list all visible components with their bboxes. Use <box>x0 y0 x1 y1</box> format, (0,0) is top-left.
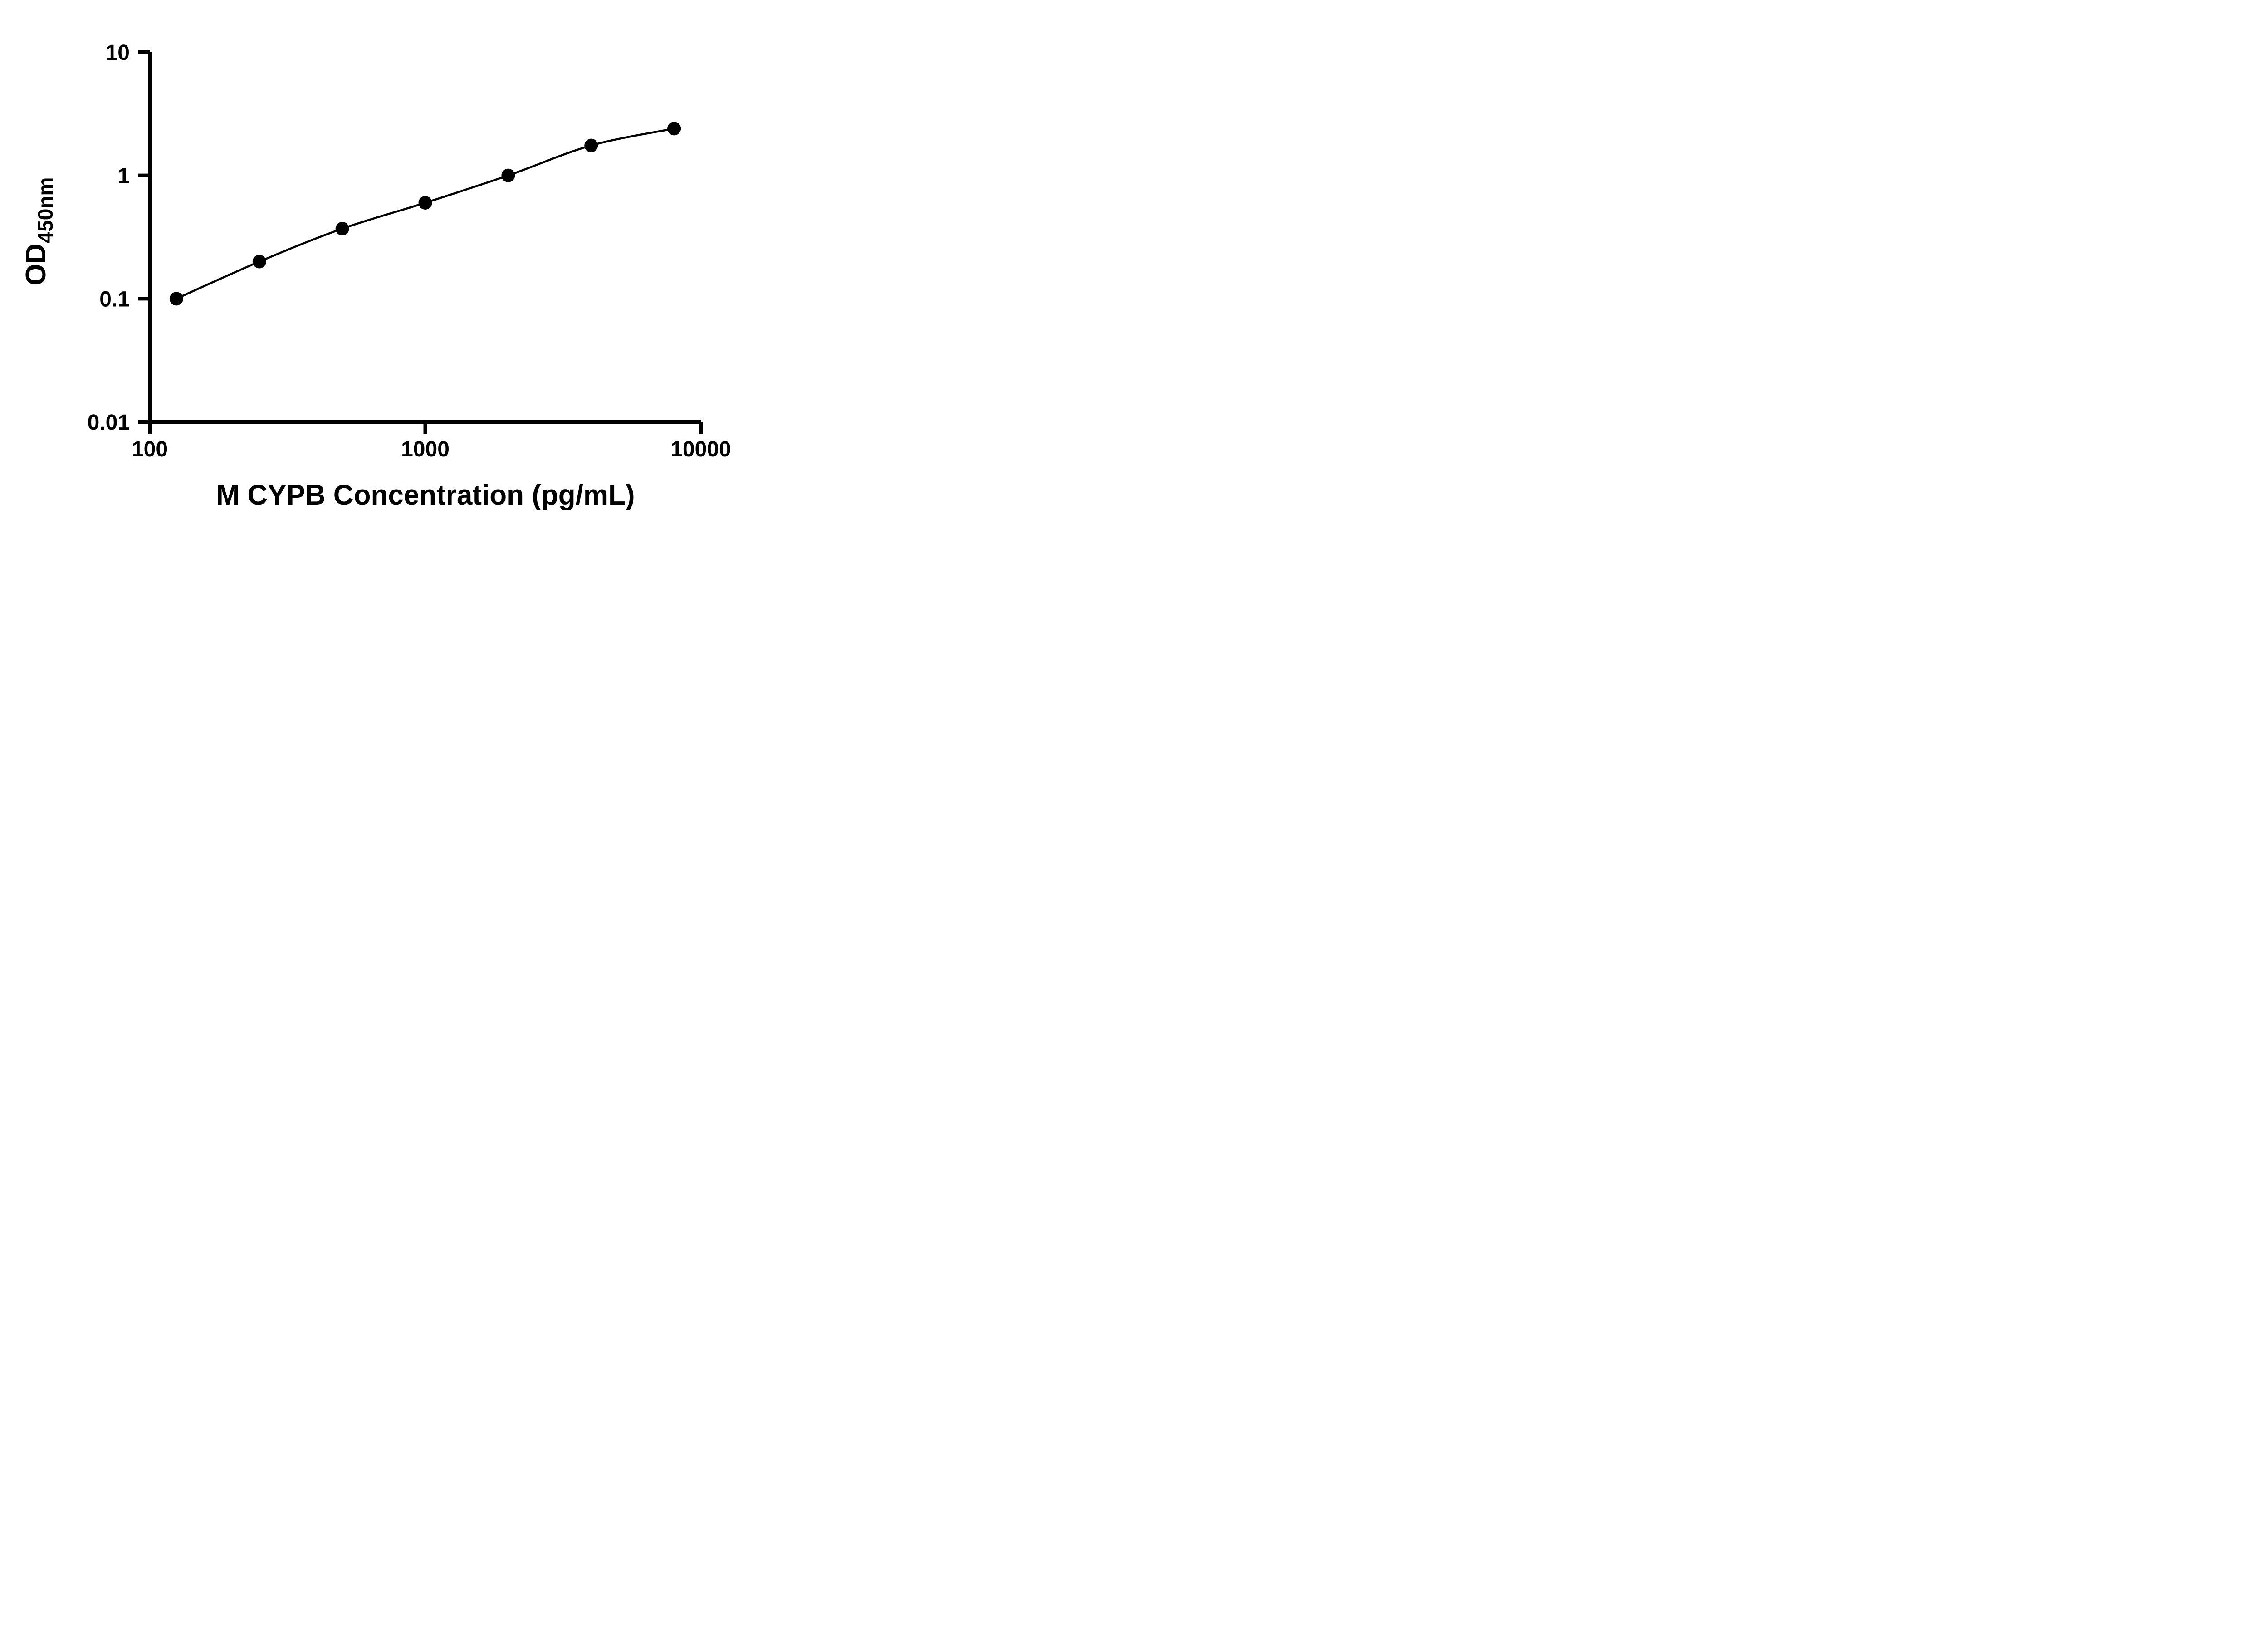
y-axis-tick-label: 1 <box>117 164 130 188</box>
x-axis-tick-label: 10000 <box>670 437 731 461</box>
y-axis-tick-label: 0.1 <box>99 287 130 311</box>
data-point-marker <box>667 122 681 136</box>
axis-spines <box>148 52 701 424</box>
data-point-marker <box>335 221 349 235</box>
data-point-marker <box>584 138 598 152</box>
y-axis-title-subscript: 450nm <box>34 177 57 244</box>
elisa-standard-curve-figure: 100 1000 10000 0.01 0.1 1 10 M CYPB Concentrat… <box>0 0 776 543</box>
x-axis-title: M CYPB Concentration (pg/mL) <box>216 480 635 511</box>
data-point-marker <box>252 255 266 269</box>
standard-curve-line <box>176 127 675 300</box>
data-point-marker <box>169 292 183 306</box>
data-point-marker <box>418 196 432 210</box>
y-axis-tick-label: 0.01 <box>88 411 130 435</box>
y-axis-title: OD450nm <box>20 177 57 286</box>
axes-layer: 100 1000 10000 0.01 0.1 1 10 <box>88 41 731 461</box>
y-axis-tick-label: 10 <box>106 41 130 65</box>
x-axis-tick-label: 100 <box>132 437 168 461</box>
x-axis-tick-label: 1000 <box>401 437 450 461</box>
data-point-marker <box>501 168 515 182</box>
y-axis-title-main: OD <box>20 243 52 285</box>
chart-canvas: 100 1000 10000 0.01 0.1 1 10 M CYPB Concentrat… <box>20 41 731 511</box>
series-layer <box>169 122 681 306</box>
